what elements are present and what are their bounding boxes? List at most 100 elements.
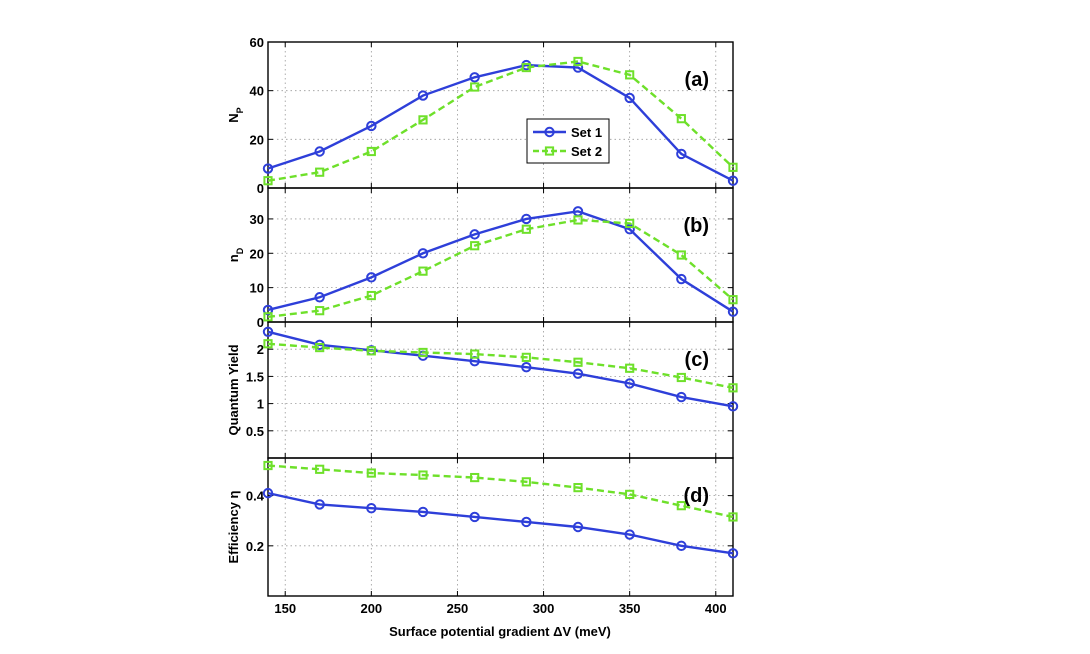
y-tick-label: 0 [257,315,264,330]
x-tick-label: 400 [705,601,727,616]
data-point [625,70,635,80]
legend: Set 1 Set 2 [526,118,610,164]
data-point [314,292,325,303]
data-point [676,540,687,552]
data-point [418,115,428,125]
data-point [417,506,429,518]
legend-entry: Set 1 [571,125,602,140]
panel-a: 0 20 40 60 (a) NP [226,35,739,196]
data-point [727,306,739,317]
data-point [418,470,428,480]
y-tick-label: 1 [257,397,264,412]
legend-marker [544,146,555,156]
series-line-set-2 [267,218,734,319]
data-point [469,72,480,83]
panel-label: (b) [683,215,709,237]
data-point [521,477,531,487]
data-point [263,339,273,349]
panel-label: (d) [683,485,709,507]
data-point [676,372,686,383]
y-axis-label: Quantum Yield [226,344,241,435]
series-line-set-1 [267,63,734,182]
data-point [676,501,686,511]
legend-entry: Set 2 [571,144,602,159]
data-point [366,120,377,132]
series-line-set-2 [267,464,734,519]
data-point [418,347,428,358]
data-point [676,148,687,160]
data-point [263,312,273,322]
data-point [572,521,584,533]
panel-c: 0.5 1 1.5 2 (c) Quantum Yield [226,321,739,459]
y-axis-label: Efficiency η [226,490,241,563]
data-point [315,464,325,474]
x-tick-label: 150 [274,601,296,616]
data-point [315,342,325,353]
x-axis-label: Surface potential gradient ΔV (meV) [389,624,611,639]
data-point [624,378,635,389]
data-point [366,468,376,478]
data-point [728,512,738,522]
data-point [624,529,635,540]
panel-frame [267,187,734,323]
data-point [727,175,739,186]
panel-b: 0 10 20 30 (b) nD [226,187,739,330]
y-tick-label: 2 [257,342,264,357]
data-point [676,273,687,285]
series-line-set-1 [267,330,734,408]
data-point [624,224,635,235]
panel-d: 0.2 0.4 (d) Efficiency η [226,457,739,597]
x-tick-label: 300 [533,601,555,616]
y-tick-label: 30 [250,212,264,227]
data-point [470,472,480,483]
data-point [572,62,584,73]
data-point [573,357,583,367]
data-point [263,176,273,186]
y-tick-label: 20 [250,132,264,147]
data-point [470,349,480,359]
data-point [263,460,273,471]
data-point [625,489,635,499]
y-tick-label: 40 [250,84,264,99]
data-point [573,483,583,493]
data-point [315,306,325,316]
data-point [521,352,531,362]
data-point [728,162,738,172]
data-point [624,92,635,104]
data-point [521,224,531,234]
y-axis-label: NP [226,107,245,122]
y-tick-label: 20 [250,246,264,261]
x-tick-label: 200 [360,601,382,616]
data-point [573,56,583,67]
y-axis-label: nD [226,247,245,262]
data-point [625,363,635,373]
series-line-set-2 [267,60,734,182]
y-tick-label: 0.4 [246,489,265,504]
data-point [676,250,686,260]
data-point [521,361,532,373]
y-tick-label: 10 [250,281,264,296]
data-point [417,90,429,101]
data-point [262,163,274,174]
y-tick-label: 0.2 [246,539,264,554]
data-point [418,266,428,276]
data-point [417,248,429,259]
data-point [262,326,274,337]
panel-label: (a) [685,69,709,91]
data-point [315,167,325,177]
series-line-set-1 [267,210,734,313]
series-line-set-2 [267,342,734,390]
data-point [314,146,325,157]
data-point [728,295,738,305]
data-point [366,146,376,157]
panel-frame [267,321,734,459]
data-point [521,62,531,73]
data-point [676,114,686,124]
data-point [625,218,635,228]
x-tick-label: 250 [447,601,469,616]
data-point [366,502,377,514]
data-point [262,487,274,499]
data-point [521,516,532,528]
data-point [572,368,584,379]
data-point [573,215,583,225]
